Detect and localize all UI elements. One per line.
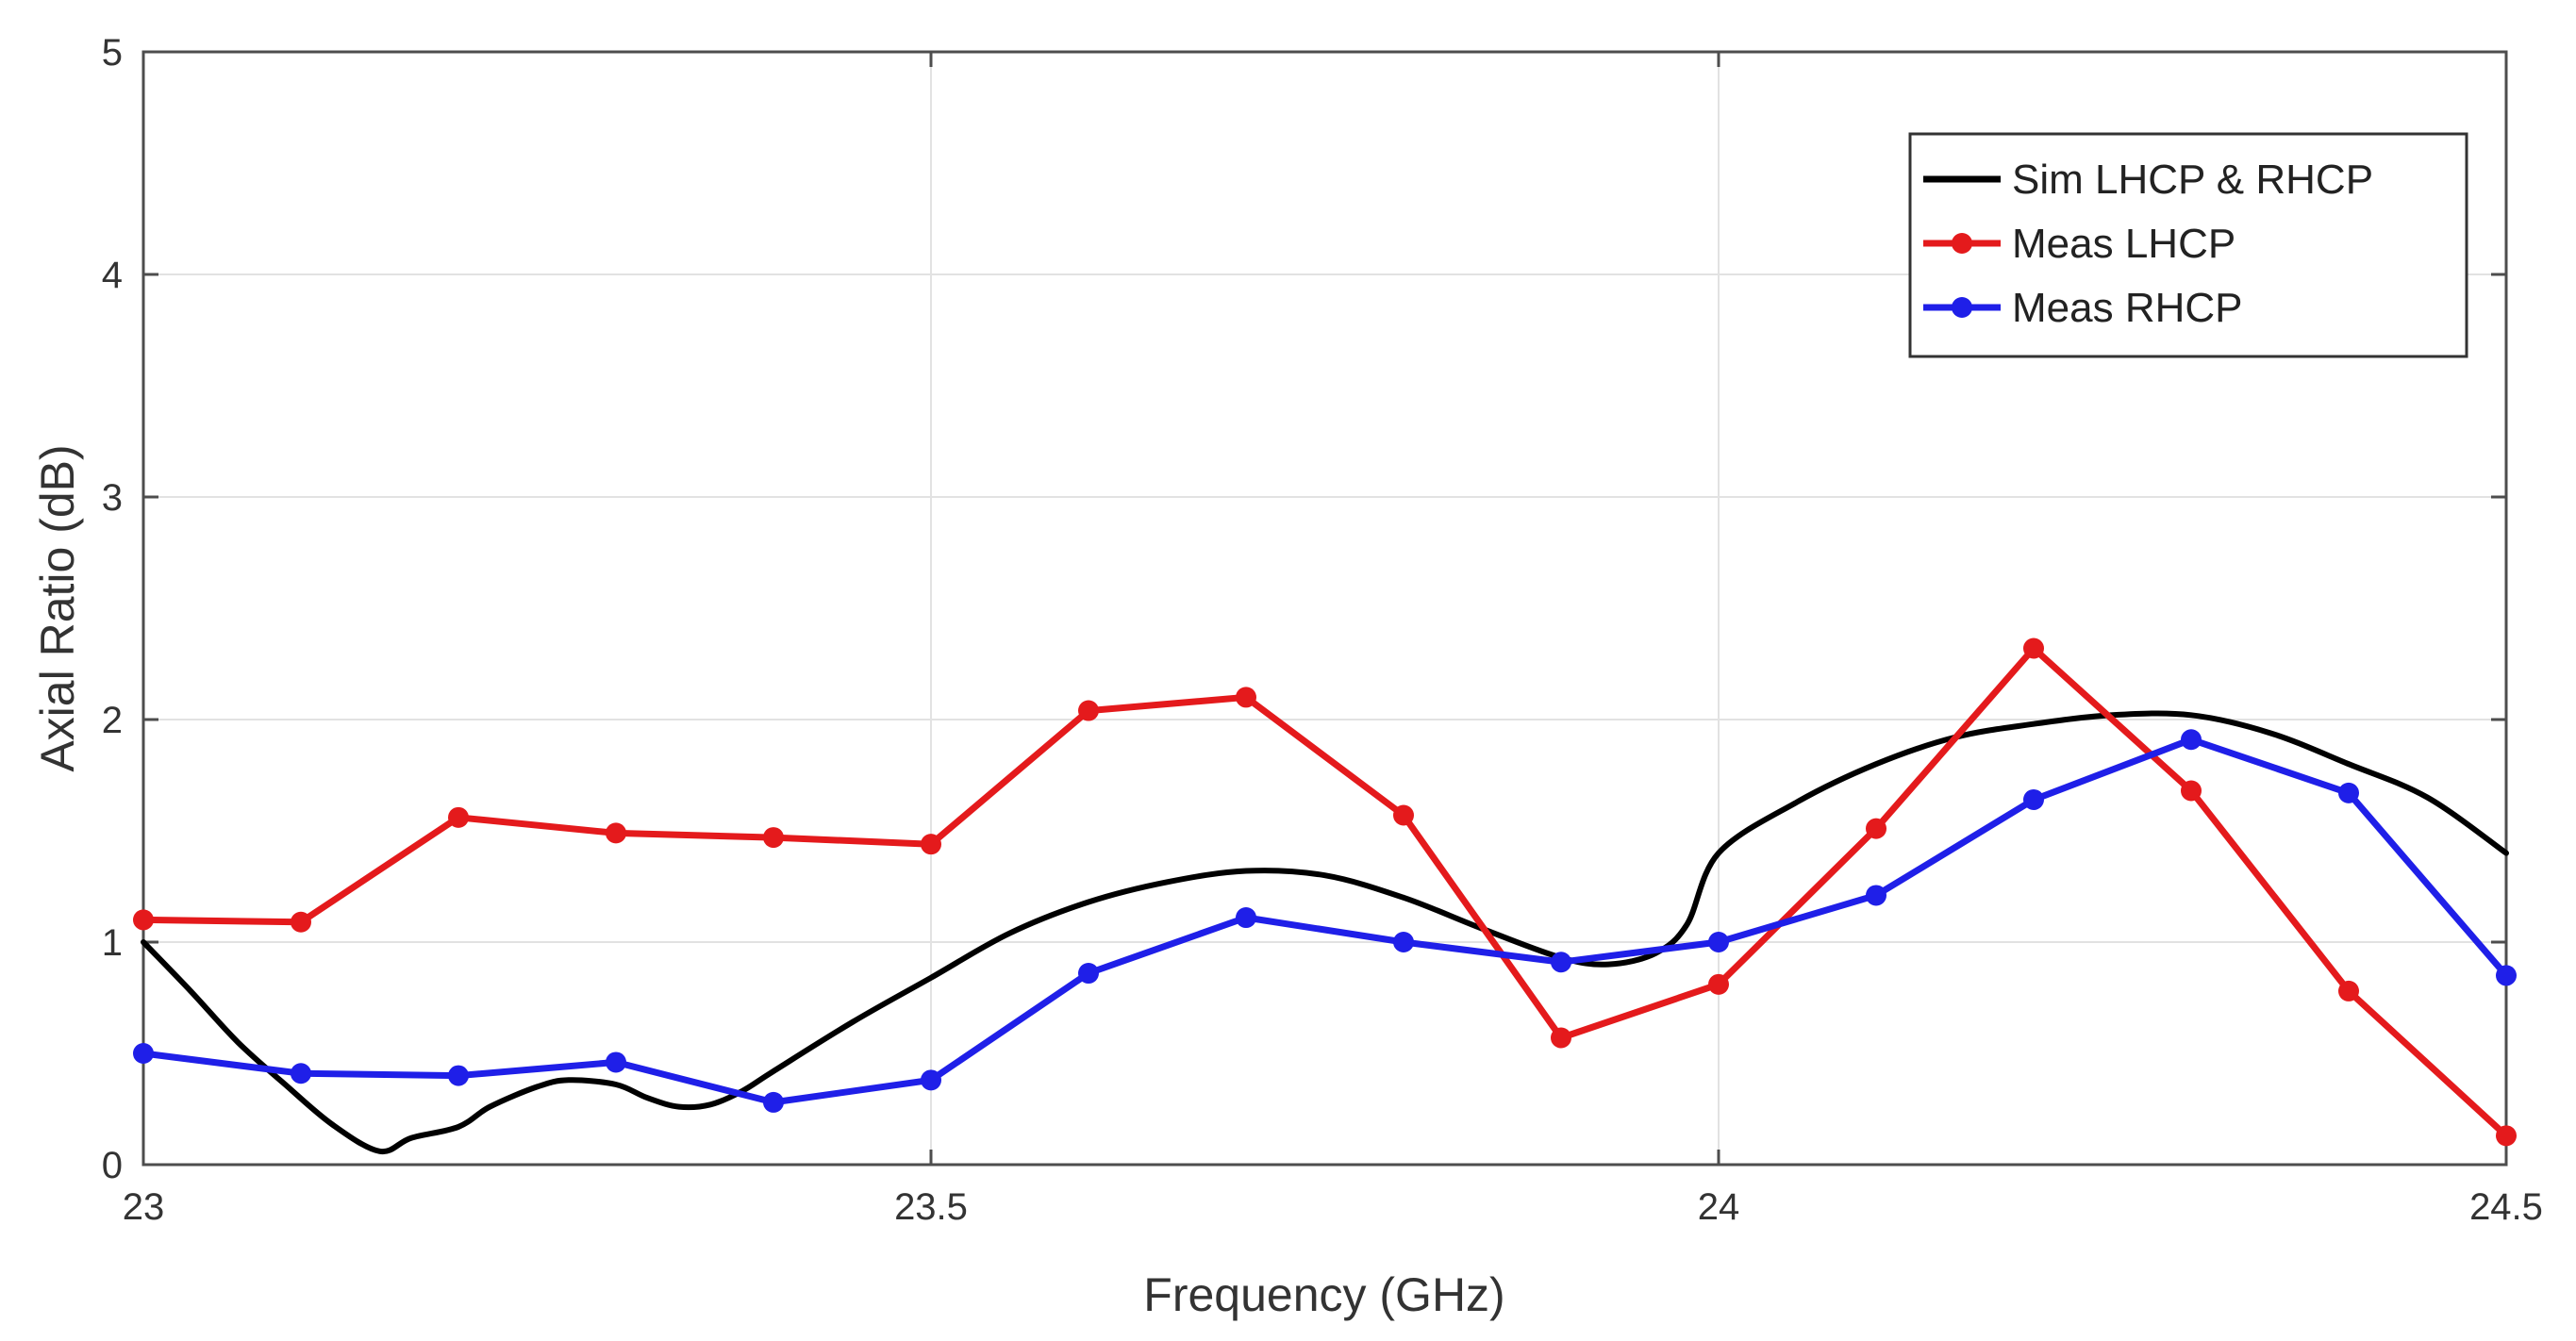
series-point [1708, 932, 1729, 952]
y-tick-label: 4 [102, 255, 123, 296]
x-tick-label: 23.5 [894, 1186, 968, 1228]
x-tick-label: 24 [1698, 1186, 1740, 1228]
series-point [1551, 952, 1571, 973]
y-axis-label: Axial Ratio (dB) [31, 444, 84, 771]
legend: Sim LHCP & RHCP Meas LHCP Meas RHCP [1908, 132, 2468, 358]
series-point [1078, 963, 1099, 985]
series-line [140, 736, 2510, 1106]
series-point [291, 1063, 311, 1084]
series-point [448, 1065, 469, 1086]
series-point [763, 827, 784, 849]
series-point [763, 1091, 784, 1113]
y-tick-label: 0 [102, 1145, 123, 1186]
series-point [1393, 804, 1414, 826]
series-point [2023, 788, 2044, 810]
y-tick-label: 1 [102, 922, 123, 964]
x-tick-label: 23 [123, 1186, 165, 1228]
x-tick-label: 24.5 [2469, 1186, 2543, 1228]
series-point [1078, 700, 1099, 721]
series-point [1551, 1027, 1571, 1049]
legend-item: Sim LHCP & RHCP [1923, 157, 2373, 203]
series-point [1866, 885, 1886, 906]
legend-item: Meas RHCP [1923, 285, 2243, 331]
series-line [140, 645, 2510, 1139]
y-tick-label: 3 [102, 477, 123, 519]
legend-label: Meas RHCP [2012, 285, 2243, 331]
series-point [2496, 965, 2517, 986]
series-line [141, 710, 2509, 1155]
series-point [133, 1043, 154, 1064]
axes-box [141, 50, 2508, 1167]
legend-label: Sim LHCP & RHCP [2012, 157, 2373, 203]
series-point [1393, 932, 1414, 952]
series-point [1236, 907, 1256, 929]
legend-marker [1952, 233, 1972, 254]
series-point [2023, 637, 2044, 659]
legend-marker [1952, 297, 1972, 318]
series-point [2496, 1125, 2517, 1147]
legend-item: Meas LHCP [1923, 221, 2235, 267]
series-point [1866, 818, 1886, 839]
series-point [133, 909, 154, 931]
series-point [921, 834, 941, 855]
series-0 [141, 710, 2509, 1155]
series-point [1708, 973, 1729, 995]
legend-label: Meas LHCP [2012, 221, 2235, 267]
series-point [606, 1051, 626, 1073]
series-point [291, 911, 311, 933]
series-1 [133, 637, 2517, 1147]
series-point [1236, 687, 1256, 708]
series-point [921, 1069, 941, 1091]
series-point [2181, 780, 2202, 802]
legend-box [1908, 132, 2468, 358]
series-2 [133, 729, 2517, 1113]
series-layer [133, 637, 2517, 1155]
series-point [2181, 729, 2202, 751]
series-point [2338, 782, 2359, 803]
y-tick-label: 2 [102, 700, 123, 741]
series-point [2338, 980, 2359, 1002]
x-axis-label: Frequency (GHz) [1143, 1268, 1504, 1321]
y-tick-label: 5 [102, 32, 123, 74]
series-point [606, 822, 626, 844]
series-point [448, 806, 469, 828]
